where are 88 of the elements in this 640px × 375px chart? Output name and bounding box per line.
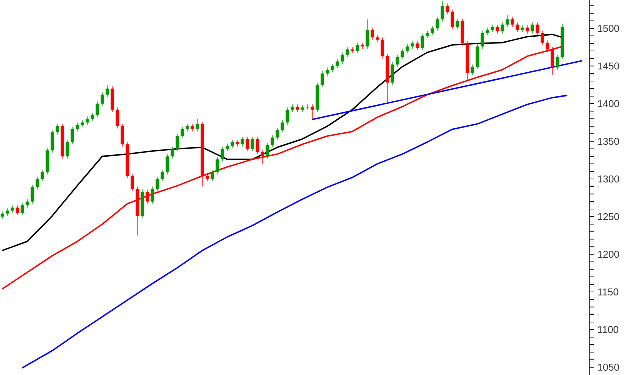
candlestick <box>270 135 274 148</box>
candlestick <box>256 136 260 155</box>
candlestick <box>250 136 254 152</box>
candlestick <box>190 124 194 132</box>
y-tick-label: 1250 <box>598 213 620 220</box>
y-tick-label: 1150 <box>598 288 619 296</box>
y-tick-label: 1350 <box>598 138 620 146</box>
candlestick <box>310 104 314 120</box>
candlestick <box>436 16 440 32</box>
candlestick <box>480 30 484 50</box>
candlestick <box>166 154 170 176</box>
candlestick <box>156 176 160 192</box>
candlestick <box>70 126 74 145</box>
candlestick <box>30 184 34 204</box>
candlestick <box>430 26 434 36</box>
candlestick <box>76 122 80 132</box>
candlestick <box>40 170 44 182</box>
y-tick-label: 1100 <box>598 326 619 334</box>
candlestick <box>196 118 200 132</box>
candlestick <box>450 9 454 30</box>
candlestick <box>66 140 70 160</box>
candlestick <box>440 1 444 22</box>
candlestick <box>220 146 224 162</box>
candlestick <box>366 19 370 50</box>
candlestick <box>176 134 180 152</box>
candlestick <box>180 126 184 139</box>
candlestick <box>320 71 324 88</box>
candlestick <box>80 120 84 128</box>
candlestick <box>106 84 110 98</box>
candlestick <box>146 189 150 204</box>
candlestick <box>100 92 104 107</box>
candlestick <box>170 146 174 160</box>
candlestick <box>536 22 540 36</box>
candlestick <box>460 18 464 46</box>
candlestick <box>266 142 270 160</box>
candlestick <box>400 48 404 60</box>
y-tick-label: 1500 <box>598 25 620 32</box>
candlestick <box>406 44 410 54</box>
y-tick-label: 1050 <box>598 364 620 371</box>
candlestick <box>446 3 450 15</box>
candlestick <box>370 28 374 40</box>
y-tick-label: 1200 <box>598 250 620 258</box>
candlestick <box>110 86 114 113</box>
candlestick <box>346 47 350 58</box>
candlestick <box>96 101 100 118</box>
candlestick <box>416 41 420 51</box>
candlestick <box>510 16 514 28</box>
candlestick <box>216 157 220 176</box>
candlestick <box>530 22 534 34</box>
candlestick <box>286 107 290 126</box>
candlestick <box>360 42 364 50</box>
candlestick <box>420 34 424 51</box>
candlestick <box>160 170 164 182</box>
candlestick <box>456 18 460 30</box>
y-tick-label: 1400 <box>598 100 620 108</box>
candlestick <box>350 47 354 54</box>
candlestick <box>120 124 124 148</box>
candlestick <box>56 124 60 136</box>
candlestick <box>186 124 190 132</box>
candlestick <box>390 62 394 86</box>
candlestick <box>506 14 510 28</box>
candlestick <box>50 130 54 154</box>
candlestick <box>20 202 24 216</box>
candlestick <box>396 54 400 68</box>
candlestick <box>150 186 154 204</box>
candlestick <box>356 42 360 54</box>
candlestick <box>340 52 344 64</box>
candlestick <box>246 136 250 152</box>
candlestick <box>336 59 340 69</box>
candlestick <box>210 170 214 182</box>
candlestick <box>276 128 280 140</box>
candlestick <box>470 64 474 76</box>
candlestick <box>516 22 520 33</box>
candlestick <box>500 22 504 34</box>
candlestick <box>240 136 244 148</box>
candlestick <box>36 176 40 190</box>
y-tick-label: 1450 <box>598 62 620 70</box>
candlestick <box>540 30 544 46</box>
candlestick <box>380 37 384 60</box>
y-tick-label: 1300 <box>598 176 620 183</box>
candlestick <box>476 44 480 70</box>
candlestick <box>496 24 500 34</box>
candlestick <box>130 174 134 192</box>
candlestick <box>116 107 120 130</box>
candlestick <box>46 148 50 176</box>
candlestick <box>260 149 264 164</box>
candlestick <box>556 54 560 70</box>
candlestick <box>280 120 284 133</box>
